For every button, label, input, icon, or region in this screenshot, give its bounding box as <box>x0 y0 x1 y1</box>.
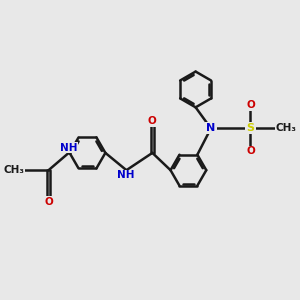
Text: CH₃: CH₃ <box>4 165 25 175</box>
Text: O: O <box>246 146 255 156</box>
Text: N: N <box>206 123 215 134</box>
Text: S: S <box>246 123 254 134</box>
Text: O: O <box>246 100 255 110</box>
Text: NH: NH <box>117 170 135 180</box>
Text: O: O <box>44 197 53 207</box>
Text: O: O <box>148 116 157 126</box>
Text: NH: NH <box>60 143 77 153</box>
Text: CH₃: CH₃ <box>275 123 296 134</box>
